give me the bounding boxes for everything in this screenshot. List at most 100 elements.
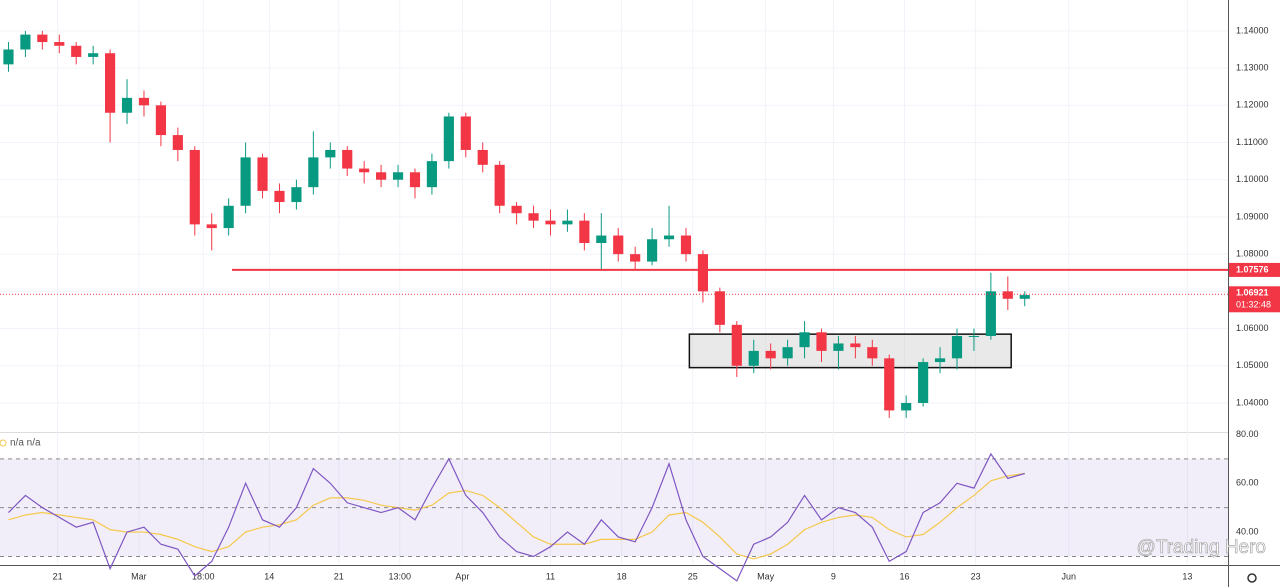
rsi-tick-label: 60.00 <box>1236 478 1259 488</box>
candle-body <box>409 172 421 188</box>
candle-body <box>138 97 150 106</box>
candle-body <box>1002 291 1013 299</box>
y-tick-label: 1.04000 <box>1236 397 1269 407</box>
candle-body <box>901 402 912 411</box>
candle-body <box>663 235 675 240</box>
candle-body <box>3 49 14 65</box>
x-tick-label: 13:00 <box>388 571 411 581</box>
rsi-legend: n/a n/a <box>10 438 41 449</box>
x-tick-label: 21 <box>334 571 344 581</box>
candle-body <box>291 187 302 203</box>
y-tick-label: 1.08000 <box>1236 249 1269 259</box>
x-tick-label: 13 <box>1182 571 1192 581</box>
y-tick-label: 1.10000 <box>1236 174 1269 184</box>
candle-body <box>223 205 234 229</box>
candle-body <box>54 42 65 46</box>
y-tick-label: 1.12000 <box>1236 100 1269 110</box>
candle-body <box>951 336 963 359</box>
candle-body <box>816 332 827 351</box>
candle-body <box>206 224 217 229</box>
candle-body <box>240 157 251 206</box>
x-tick-label: 18:00 <box>192 571 215 581</box>
candle-body <box>714 291 725 325</box>
candle-body <box>426 161 437 188</box>
last-price-label: 1.06921 <box>1236 288 1269 298</box>
level-label: 1.07576 <box>1236 264 1269 274</box>
candle-body <box>613 235 624 255</box>
rsi-band <box>0 458 1228 557</box>
y-tick-label: 1.14000 <box>1236 25 1269 35</box>
y-tick-label: 1.13000 <box>1236 62 1269 72</box>
candle-body <box>274 190 285 203</box>
candle-body <box>545 220 556 225</box>
candle-body <box>1019 295 1030 299</box>
y-tick-label: 1.09000 <box>1236 211 1269 221</box>
candle-body <box>477 149 488 165</box>
candle-body <box>172 135 183 150</box>
candle-body <box>460 116 471 150</box>
candle-body <box>680 235 692 255</box>
level-label-bg <box>1229 262 1280 277</box>
last-price-bg <box>1229 286 1280 313</box>
y-tick-label: 1.05000 <box>1236 360 1269 370</box>
x-tick-label: 18 <box>617 571 627 581</box>
candle-body <box>88 53 99 57</box>
x-tick-label: 23 <box>971 571 981 581</box>
x-tick-label: 9 <box>831 571 836 581</box>
candle-body <box>155 105 166 136</box>
candle-body <box>884 358 895 411</box>
candle-body <box>934 358 946 363</box>
rsi-tick-label: 80.00 <box>1236 429 1259 439</box>
candle-body <box>850 343 861 348</box>
watermark: @Trading Hero <box>1137 537 1266 558</box>
x-tick-label: Mar <box>131 571 147 581</box>
candle-body <box>647 239 658 262</box>
candle-body <box>342 149 353 169</box>
candle-body <box>833 343 844 351</box>
candle-body <box>579 220 590 243</box>
x-tick-label: 14 <box>264 571 274 581</box>
candle-body <box>325 149 336 158</box>
candle-body <box>765 350 776 359</box>
x-tick-label: Apr <box>455 571 469 581</box>
candle-body <box>121 97 133 113</box>
candle-body <box>359 168 370 173</box>
x-tick-label: 16 <box>899 571 909 581</box>
x-tick-label: 11 <box>546 571 555 581</box>
candle-body <box>105 53 116 113</box>
x-tick-label: May <box>757 571 775 581</box>
candle-body <box>257 157 268 191</box>
rsi-ma-line <box>8 472 1025 560</box>
candle-body <box>392 172 404 180</box>
candle-body <box>528 213 539 221</box>
candle-body <box>71 45 82 57</box>
y-tick-label: 1.06000 <box>1236 323 1269 333</box>
candle-body <box>562 220 573 225</box>
candle-body <box>494 164 505 206</box>
candle-body <box>630 254 641 262</box>
candle-body <box>376 172 387 180</box>
candle-body <box>867 347 878 359</box>
candle-body <box>697 254 709 292</box>
x-tick-label: 25 <box>688 571 698 581</box>
candle-body <box>782 347 793 359</box>
candle-body <box>20 34 31 50</box>
x-tick-label: 21 <box>53 571 63 581</box>
x-tick-label: Jun <box>1062 571 1077 581</box>
candle-body <box>511 205 522 214</box>
candle-body <box>918 362 929 403</box>
candle-body <box>731 324 742 366</box>
rsi-line <box>8 452 1025 582</box>
candle-body <box>985 291 996 336</box>
candle-body <box>968 336 980 337</box>
legend-dot <box>0 439 7 447</box>
settings-icon[interactable] <box>1247 573 1257 583</box>
candle-body <box>308 157 319 188</box>
candle-body <box>799 332 810 348</box>
y-tick-label: 1.11000 <box>1236 137 1268 147</box>
candle-body <box>37 34 48 43</box>
candle-body <box>443 116 454 162</box>
